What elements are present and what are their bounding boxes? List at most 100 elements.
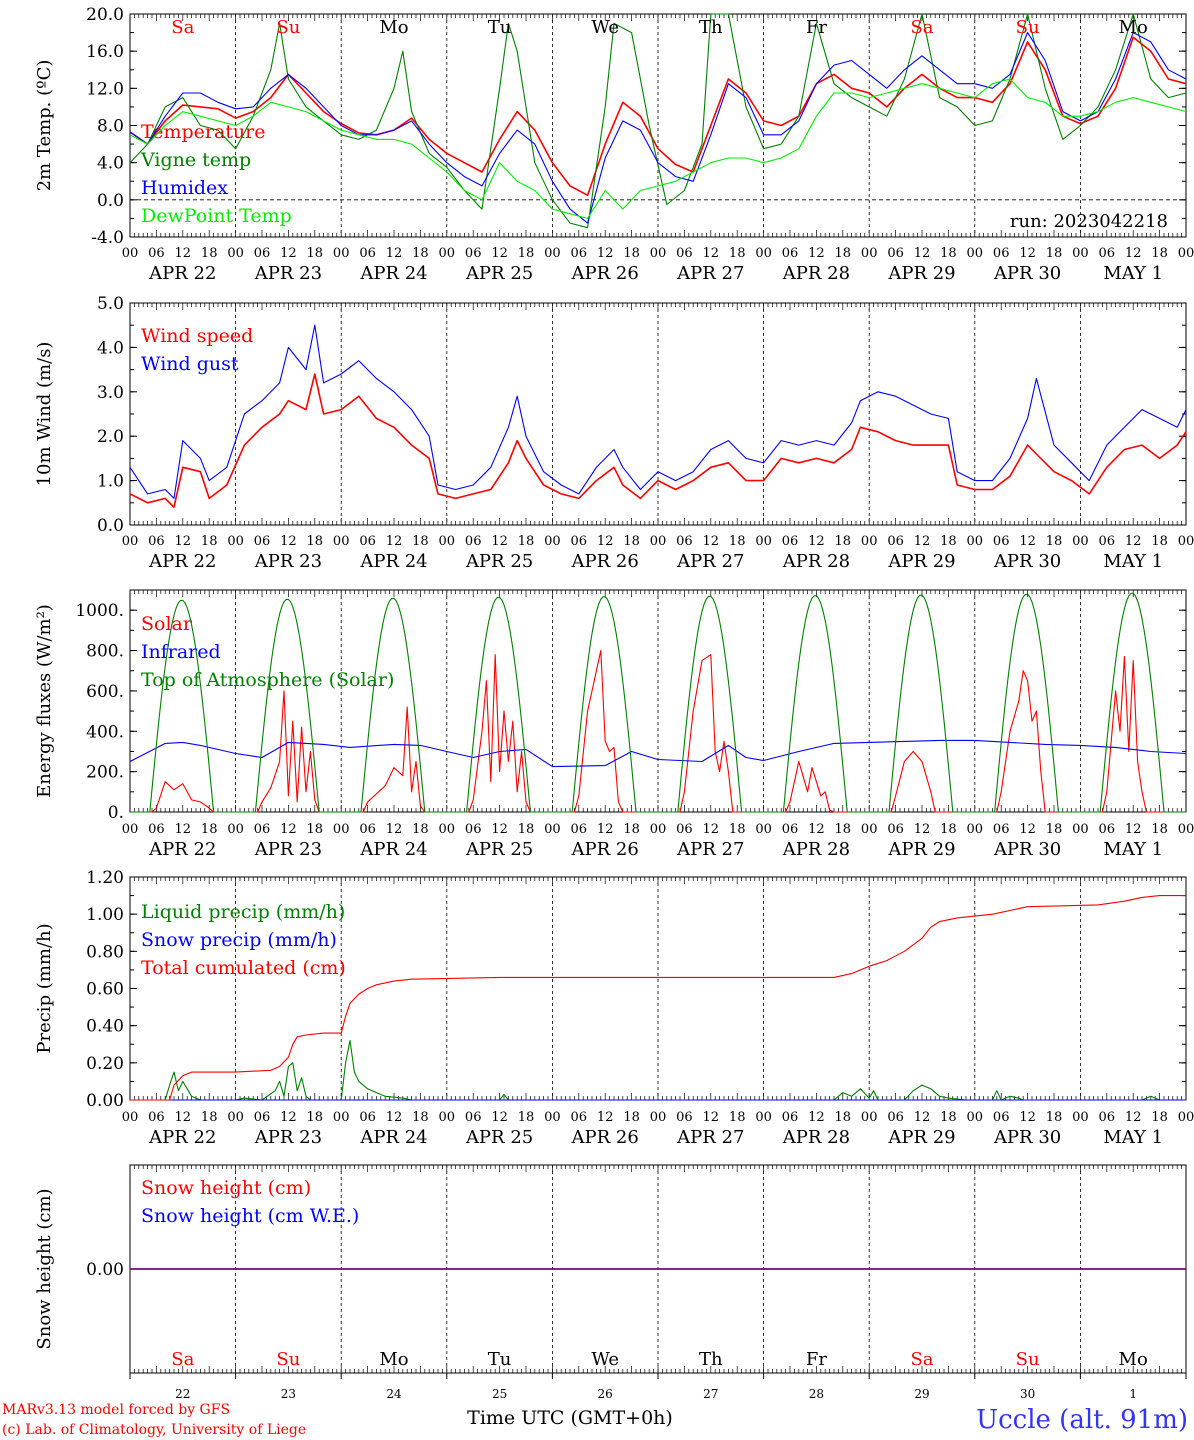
- hour-tick-label: 06: [148, 822, 165, 837]
- y-tick-label: 0.80: [86, 942, 124, 962]
- hour-tick-label: 00: [1178, 822, 1194, 837]
- hour-tick-label: 06: [254, 1110, 271, 1125]
- hour-tick-label: 18: [518, 822, 535, 837]
- hour-tick-label: 00: [122, 246, 139, 261]
- hour-tick-label: 00: [122, 534, 139, 549]
- hour-tick-label: 06: [676, 246, 693, 261]
- hour-tick-label: 12: [703, 822, 720, 837]
- y-tick-label: -4.0: [91, 228, 124, 248]
- hour-tick-label: 18: [835, 822, 852, 837]
- hour-tick-label: 00: [861, 246, 878, 261]
- hour-tick-label: 00: [439, 246, 456, 261]
- hour-tick-label: 06: [782, 822, 799, 837]
- day-label: APR 24: [359, 263, 427, 284]
- hour-tick-label: 06: [887, 822, 904, 837]
- hour-tick-label: 18: [729, 246, 746, 261]
- day-label: APR 23: [254, 1127, 322, 1148]
- hour-tick-label: 00: [1072, 246, 1089, 261]
- hour-tick-label: 06: [571, 1110, 588, 1125]
- hour-tick-label: 06: [571, 246, 588, 261]
- hour-tick-label: 18: [307, 246, 324, 261]
- footer: MARv3.13 model forced by GFS (c) Lab. of…: [2, 1402, 1188, 1438]
- hour-tick-label: 18: [412, 534, 429, 549]
- hour-tick-label: 00: [1178, 246, 1194, 261]
- hour-tick-label: 00: [967, 1110, 984, 1125]
- legend-entry: Snow height (cm W.E.): [141, 1205, 359, 1227]
- hour-tick-label: 12: [386, 1110, 403, 1125]
- hour-tick-label: 00: [755, 1110, 772, 1125]
- day-label: APR 29: [887, 551, 955, 572]
- weekday-label: Tu: [488, 17, 512, 38]
- day-label: APR 23: [254, 551, 322, 572]
- hour-tick-label: 12: [808, 1110, 825, 1125]
- hour-tick-label: 18: [940, 246, 957, 261]
- y-tick-label: 0.: [108, 803, 124, 823]
- hour-tick-label: 00: [967, 246, 984, 261]
- hour-tick-label: 00: [227, 822, 244, 837]
- hour-tick-label: 00: [227, 246, 244, 261]
- legend-entry: Humidex: [141, 177, 228, 199]
- series-line-top-of-atmosphere-solar-: [130, 592, 1186, 813]
- day-number-label: 26: [598, 1387, 613, 1401]
- series-line-infrared: [129, 739, 1187, 768]
- weekday-label: Tu: [488, 1349, 512, 1370]
- series-line-humidex: [129, 32, 1187, 224]
- credits-lab: (c) Lab. of Climatology, University of L…: [2, 1422, 306, 1438]
- day-label: APR 29: [887, 263, 955, 284]
- x-axis-title: Time UTC (GMT+0h): [467, 1407, 673, 1429]
- day-label: APR 22: [148, 263, 216, 284]
- legend-entry: Top of Atmosphere (Solar): [141, 669, 394, 691]
- y-tick-label: 800.: [86, 642, 124, 662]
- hour-tick-label: 06: [1099, 1110, 1116, 1125]
- day-label: APR 27: [676, 551, 744, 572]
- day-label: APR 26: [571, 263, 639, 284]
- hour-tick-label: 18: [729, 1110, 746, 1125]
- hour-tick-label: 06: [148, 246, 165, 261]
- legend-entry: Solar: [141, 613, 193, 635]
- day-label: MAY 1: [1103, 839, 1163, 860]
- day-label: APR 25: [465, 839, 533, 860]
- y-tick-label: 200.: [86, 763, 124, 783]
- credits-model: MARv3.13 model forced by GFS: [2, 1402, 230, 1418]
- hour-tick-label: 18: [940, 822, 957, 837]
- weekday-label: Fr: [806, 17, 827, 38]
- hour-tick-label: 12: [386, 534, 403, 549]
- series-line-solar: [130, 649, 1186, 813]
- hour-tick-label: 00: [227, 1110, 244, 1125]
- hour-tick-label: 18: [307, 1110, 324, 1125]
- hour-tick-label: 06: [887, 534, 904, 549]
- y-axis-label: Snow height (cm): [34, 1188, 55, 1349]
- hour-tick-label: 12: [1125, 534, 1142, 549]
- hour-tick-label: 12: [1125, 246, 1142, 261]
- hour-tick-label: 06: [676, 1110, 693, 1125]
- hour-tick-label: 12: [175, 246, 192, 261]
- hour-tick-label: 00: [861, 1110, 878, 1125]
- hour-tick-label: 18: [201, 1110, 218, 1125]
- legend-entry: Liquid precip (mm/h): [141, 901, 345, 923]
- hour-tick-label: 00: [439, 1110, 456, 1125]
- hour-tick-label: 00: [861, 822, 878, 837]
- legend-entry: Total cumulated (cm): [141, 957, 346, 979]
- day-label: MAY 1: [1103, 1127, 1163, 1148]
- panel-2: 0.0 1.0 2.0 3.0 4.0 5.0 10m Wind (m/s) Wind spe…: [34, 294, 1194, 572]
- weekday-label: Su: [1016, 1349, 1040, 1370]
- hour-tick-label: 00: [333, 822, 350, 837]
- hour-tick-label: 06: [993, 822, 1010, 837]
- plot-frame: [129, 13, 1187, 238]
- y-tick-label: 3.0: [97, 383, 124, 403]
- weekday-label: Mo: [1119, 17, 1148, 38]
- panel-3: 0. 200. 400. 600. 800. 1000. Energy fluxes (W/…: [34, 589, 1194, 860]
- legend-entry: Snow precip (mm/h): [141, 929, 337, 951]
- hour-tick-label: 00: [967, 534, 984, 549]
- hour-tick-label: 06: [254, 246, 271, 261]
- hour-tick-label: 06: [1099, 534, 1116, 549]
- series-line-wind-gust: [129, 324, 1187, 499]
- day-label: APR 26: [571, 839, 639, 860]
- weekday-label: Su: [1016, 17, 1040, 38]
- hour-tick-label: 12: [703, 246, 720, 261]
- hour-tick-label: 06: [148, 534, 165, 549]
- y-tick-label: 4.0: [97, 154, 124, 174]
- hour-tick-label: 00: [333, 1110, 350, 1125]
- hour-tick-label: 12: [280, 534, 297, 549]
- hour-tick-label: 12: [1125, 1110, 1142, 1125]
